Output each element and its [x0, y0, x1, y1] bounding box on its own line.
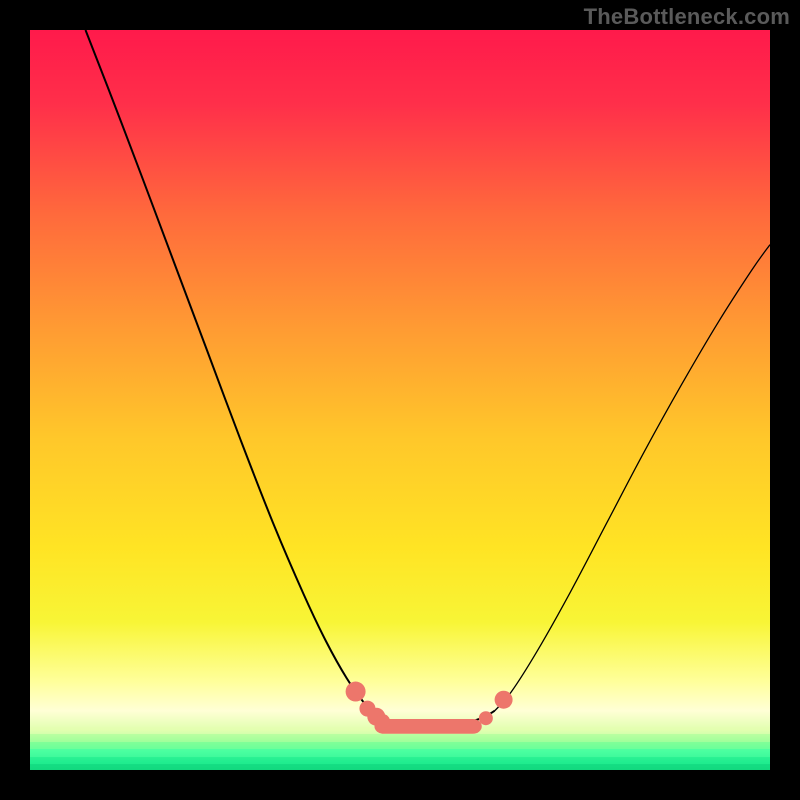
plot-area [30, 30, 770, 770]
attribution-label: TheBottleneck.com [584, 4, 790, 30]
chart-frame: TheBottleneck.com [0, 0, 800, 800]
valley-dot-marker [376, 714, 390, 728]
valley-dot-marker [479, 711, 493, 725]
valley-dot-marker [346, 682, 366, 702]
bottleneck-curve [30, 30, 770, 770]
valley-dot-marker [495, 691, 513, 709]
valley-pill-marker [374, 719, 481, 734]
